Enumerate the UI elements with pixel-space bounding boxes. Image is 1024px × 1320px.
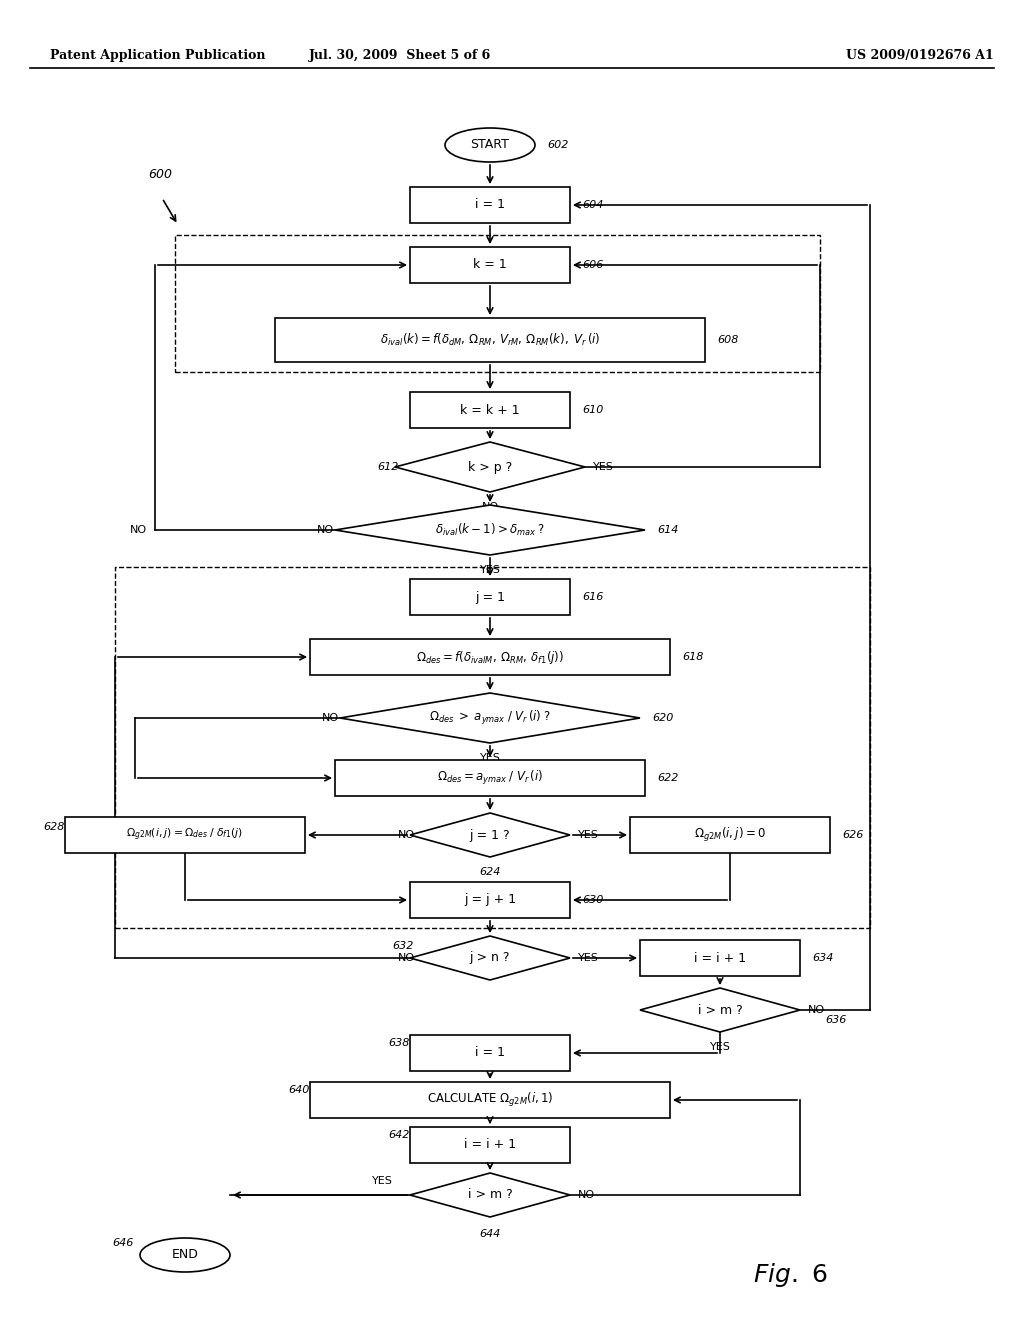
Text: NO: NO (808, 1005, 825, 1015)
Text: 636: 636 (825, 1015, 847, 1026)
Polygon shape (340, 693, 640, 743)
Text: i = 1: i = 1 (475, 1047, 505, 1060)
Text: END: END (172, 1249, 199, 1262)
Text: YES: YES (710, 1041, 730, 1052)
Text: i = 1: i = 1 (475, 198, 505, 211)
Text: i = i + 1: i = i + 1 (694, 952, 746, 965)
Text: 640: 640 (288, 1085, 309, 1096)
Text: j = 1: j = 1 (475, 590, 505, 603)
Text: NO: NO (398, 953, 415, 964)
Text: 614: 614 (657, 525, 678, 535)
Text: 604: 604 (582, 201, 603, 210)
Text: YES: YES (593, 462, 613, 473)
Text: Jul. 30, 2009  Sheet 5 of 6: Jul. 30, 2009 Sheet 5 of 6 (309, 49, 492, 62)
Text: k > p ?: k > p ? (468, 461, 512, 474)
FancyBboxPatch shape (65, 817, 305, 853)
Text: 630: 630 (582, 895, 603, 906)
Text: 624: 624 (479, 867, 501, 876)
Text: $\Omega_{g2M}(i,j) = \Omega_{des}\;/\;\delta_{f1}(j)$: $\Omega_{g2M}(i,j) = \Omega_{des}\;/\;\d… (126, 826, 244, 843)
Text: 608: 608 (717, 335, 738, 345)
Text: 612: 612 (377, 462, 398, 473)
Polygon shape (395, 442, 585, 492)
Text: NO: NO (578, 1191, 595, 1200)
Text: NO: NO (130, 525, 147, 535)
FancyBboxPatch shape (410, 392, 570, 428)
Text: i = i + 1: i = i + 1 (464, 1138, 516, 1151)
FancyBboxPatch shape (410, 1035, 570, 1071)
Text: NO: NO (322, 713, 339, 723)
Text: 642: 642 (388, 1130, 410, 1140)
Text: j > n ?: j > n ? (470, 952, 510, 965)
Bar (115, 568, 870, 928)
FancyBboxPatch shape (640, 940, 800, 975)
Text: 626: 626 (842, 830, 863, 840)
Text: US 2009/0192676 A1: US 2009/0192676 A1 (846, 49, 994, 62)
Polygon shape (410, 813, 570, 857)
Text: YES: YES (372, 1176, 393, 1185)
Text: 620: 620 (652, 713, 674, 723)
Text: 644: 644 (479, 1229, 501, 1239)
Text: START: START (471, 139, 509, 152)
Text: k = 1: k = 1 (473, 259, 507, 272)
Text: 606: 606 (582, 260, 603, 271)
FancyBboxPatch shape (410, 882, 570, 917)
Text: i > m ?: i > m ? (468, 1188, 512, 1201)
Text: YES: YES (479, 752, 501, 763)
Text: $\mathbf{\mathit{Fig.\ 6}}$: $\mathbf{\mathit{Fig.\ 6}}$ (753, 1261, 827, 1290)
Ellipse shape (445, 128, 535, 162)
Text: YES: YES (479, 565, 501, 576)
Text: Patent Application Publication: Patent Application Publication (50, 49, 265, 62)
Text: NO: NO (398, 830, 415, 840)
Text: CALCULATE $\Omega_{g2M}(i,1)$: CALCULATE $\Omega_{g2M}(i,1)$ (427, 1092, 553, 1109)
Text: 616: 616 (582, 591, 603, 602)
Text: k = k + 1: k = k + 1 (460, 404, 520, 417)
Text: 622: 622 (657, 774, 678, 783)
Text: NO: NO (481, 502, 499, 512)
Polygon shape (335, 506, 645, 554)
FancyBboxPatch shape (410, 1127, 570, 1163)
FancyBboxPatch shape (275, 318, 705, 362)
FancyBboxPatch shape (410, 579, 570, 615)
Text: 632: 632 (392, 941, 414, 950)
Text: 646: 646 (112, 1238, 133, 1247)
Polygon shape (410, 1173, 570, 1217)
Text: $\Omega_{g2M}(i,j) = 0$: $\Omega_{g2M}(i,j) = 0$ (694, 826, 766, 843)
Polygon shape (410, 936, 570, 979)
Text: 602: 602 (547, 140, 568, 150)
FancyBboxPatch shape (630, 817, 830, 853)
Text: 600: 600 (148, 169, 172, 181)
FancyBboxPatch shape (310, 1082, 670, 1118)
FancyBboxPatch shape (310, 639, 670, 675)
Text: 638: 638 (388, 1038, 410, 1048)
Polygon shape (640, 987, 800, 1032)
Text: NO: NO (317, 525, 334, 535)
Text: YES: YES (578, 830, 599, 840)
Text: j = j + 1: j = j + 1 (464, 894, 516, 907)
Text: 634: 634 (812, 953, 834, 964)
FancyBboxPatch shape (410, 187, 570, 223)
FancyBboxPatch shape (410, 247, 570, 282)
Text: 618: 618 (682, 652, 703, 663)
Text: i > m ?: i > m ? (697, 1003, 742, 1016)
Text: $\Omega_{des}\;>\;a_{ymax}\;/\;V_r\,(i)\;?$: $\Omega_{des}\;>\;a_{ymax}\;/\;V_r\,(i)\… (429, 709, 551, 727)
FancyBboxPatch shape (335, 760, 645, 796)
Text: 628: 628 (43, 822, 65, 832)
Text: j = 1 ?: j = 1 ? (470, 829, 510, 842)
Text: 610: 610 (582, 405, 603, 414)
Bar (175, 235, 820, 372)
Text: YES: YES (578, 953, 599, 964)
Text: $\Omega_{des} = f(\delta_{ivalM},\,\Omega_{RM},\,\delta_{f1}(j))$: $\Omega_{des} = f(\delta_{ivalM},\,\Omeg… (416, 648, 564, 665)
Text: $\delta_{ival}(k-1) > \delta_{max}\;?$: $\delta_{ival}(k-1) > \delta_{max}\;?$ (435, 521, 545, 539)
Ellipse shape (140, 1238, 230, 1272)
Text: $\delta_{ival}(k) = f(\delta_{dM},\,\Omega_{RM},\,V_{rM},\,\Omega_{RM}(k),\;V_r\: $\delta_{ival}(k) = f(\delta_{dM},\,\Ome… (380, 331, 600, 348)
Text: $\Omega_{des} = a_{ymax}\;/\;V_r\,(i)$: $\Omega_{des} = a_{ymax}\;/\;V_r\,(i)$ (437, 770, 543, 787)
